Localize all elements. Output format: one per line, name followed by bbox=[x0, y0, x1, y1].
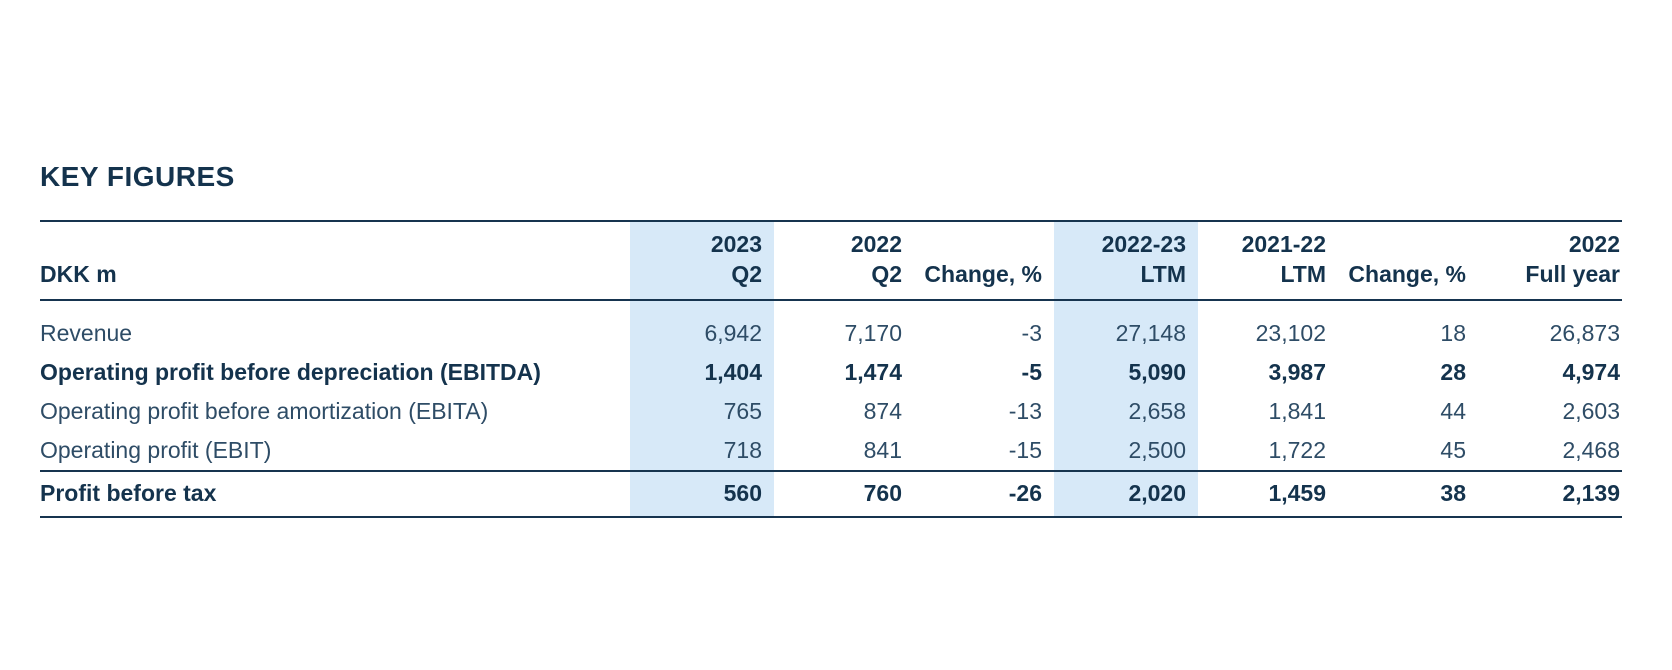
cell-ltm-2022-23: 27,148 bbox=[1054, 300, 1198, 353]
cell-change-pct-ltm: 38 bbox=[1440, 480, 1466, 506]
cell-ltm-2022-23: 2,500 bbox=[1054, 431, 1198, 471]
cell-full-year-2022: 2,603 bbox=[1562, 398, 1620, 424]
column-header-change-pct-q2-line1 bbox=[914, 221, 1054, 258]
column-header-full-year-2022-line1: 2022 bbox=[1568, 231, 1620, 257]
cell-full-year-2022: 4,974 bbox=[1562, 359, 1620, 385]
cell-full-year-2022: 26,873 bbox=[1549, 320, 1620, 346]
column-header-change-pct-ltm-line1 bbox=[1338, 221, 1478, 258]
cell-ltm-2021-22: 3,987 bbox=[1268, 359, 1326, 385]
cell-change-pct-q2: -26 bbox=[1008, 480, 1042, 506]
cell-q2-2023: 718 bbox=[630, 431, 774, 471]
column-header-full-year-2022-line2: Full year bbox=[1525, 261, 1620, 287]
cell-q2-2022: 760 bbox=[863, 480, 902, 506]
header-row-1: 2023 2022 2022-23 2021-22 2022 bbox=[40, 221, 1622, 258]
key-figures-table: 2023 2022 2022-23 2021-22 2022 DKK m Q2 Q2 Chang… bbox=[40, 220, 1622, 518]
row-label: Revenue bbox=[40, 320, 133, 346]
column-header-ltm-2022-23-line1: 2022-23 bbox=[1054, 221, 1198, 258]
table-row: Revenue 6,942 7,170 -3 27,148 23,102 18 26,873 bbox=[40, 300, 1622, 353]
table-row: Profit before tax 560 760 -26 2,020 1,459 38 2,… bbox=[40, 471, 1622, 517]
cell-full-year-2022: 2,468 bbox=[1562, 437, 1620, 463]
cell-q2-2023: 1,404 bbox=[630, 353, 774, 392]
column-header-q2-2023-line2: Q2 bbox=[630, 258, 774, 300]
table-row: Operating profit (EBIT) 718 841 -15 2,500 1,7… bbox=[40, 431, 1622, 471]
cell-ltm-2022-23: 2,020 bbox=[1054, 471, 1198, 517]
cell-change-pct-ltm: 45 bbox=[1440, 437, 1466, 463]
cell-q2-2023: 560 bbox=[630, 471, 774, 517]
column-header-q2-2022-line1: 2022 bbox=[850, 231, 902, 257]
column-header-label-line2: DKK m bbox=[40, 261, 117, 287]
cell-change-pct-q2: -3 bbox=[1021, 320, 1042, 346]
cell-q2-2022: 1,474 bbox=[844, 359, 902, 385]
cell-q2-2023: 765 bbox=[630, 392, 774, 431]
cell-ltm-2021-22: 1,722 bbox=[1268, 437, 1326, 463]
cell-change-pct-q2: -15 bbox=[1008, 437, 1042, 463]
key-figures-table-grid: 2023 2022 2022-23 2021-22 2022 DKK m Q2 Q2 Chang… bbox=[40, 220, 1622, 518]
cell-ltm-2022-23: 5,090 bbox=[1054, 353, 1198, 392]
column-header-ltm-2022-23-line2: LTM bbox=[1054, 258, 1198, 300]
cell-ltm-2022-23: 2,658 bbox=[1054, 392, 1198, 431]
cell-q2-2022: 7,170 bbox=[844, 320, 902, 346]
column-header-q2-2022-line2: Q2 bbox=[871, 261, 902, 287]
table-body: Revenue 6,942 7,170 -3 27,148 23,102 18 26,873 O… bbox=[40, 300, 1622, 517]
cell-q2-2022: 841 bbox=[863, 437, 902, 463]
row-label: Operating profit before depreciation (EB… bbox=[40, 359, 541, 385]
header-row-2: DKK m Q2 Q2 Change, % LTM LTM Change, % Full ye… bbox=[40, 258, 1622, 300]
column-header-ltm-2021-22-line1: 2021-22 bbox=[1241, 231, 1326, 257]
row-label: Operating profit (EBIT) bbox=[40, 437, 272, 463]
cell-ltm-2021-22: 1,841 bbox=[1268, 398, 1326, 424]
table-row: Operating profit before amortization (EB… bbox=[40, 392, 1622, 431]
cell-ltm-2021-22: 1,459 bbox=[1268, 480, 1326, 506]
column-header-ltm-2021-22-line2: LTM bbox=[1280, 261, 1326, 287]
cell-change-pct-q2: -13 bbox=[1008, 398, 1042, 424]
cell-q2-2022: 874 bbox=[863, 398, 902, 424]
column-header-change-pct-ltm-line2: Change, % bbox=[1348, 261, 1466, 287]
cell-q2-2023: 6,942 bbox=[630, 300, 774, 353]
page-title: KEY FIGURES bbox=[40, 161, 235, 192]
cell-change-pct-q2: -5 bbox=[1021, 359, 1042, 385]
cell-change-pct-ltm: 28 bbox=[1440, 359, 1466, 385]
column-header-q2-2023-line1: 2023 bbox=[630, 221, 774, 258]
column-header-change-pct-q2-line2: Change, % bbox=[924, 261, 1042, 287]
row-label: Profit before tax bbox=[40, 480, 217, 506]
row-label: Operating profit before amortization (EB… bbox=[40, 398, 489, 424]
cell-change-pct-ltm: 44 bbox=[1440, 398, 1466, 424]
cell-ltm-2021-22: 23,102 bbox=[1255, 320, 1326, 346]
cell-change-pct-ltm: 18 bbox=[1440, 320, 1466, 346]
table-header: 2023 2022 2022-23 2021-22 2022 DKK m Q2 Q2 Chang… bbox=[40, 221, 1622, 300]
table-row: Operating profit before depreciation (EB… bbox=[40, 353, 1622, 392]
column-header-label-line1 bbox=[40, 221, 630, 258]
cell-full-year-2022: 2,139 bbox=[1562, 480, 1620, 506]
